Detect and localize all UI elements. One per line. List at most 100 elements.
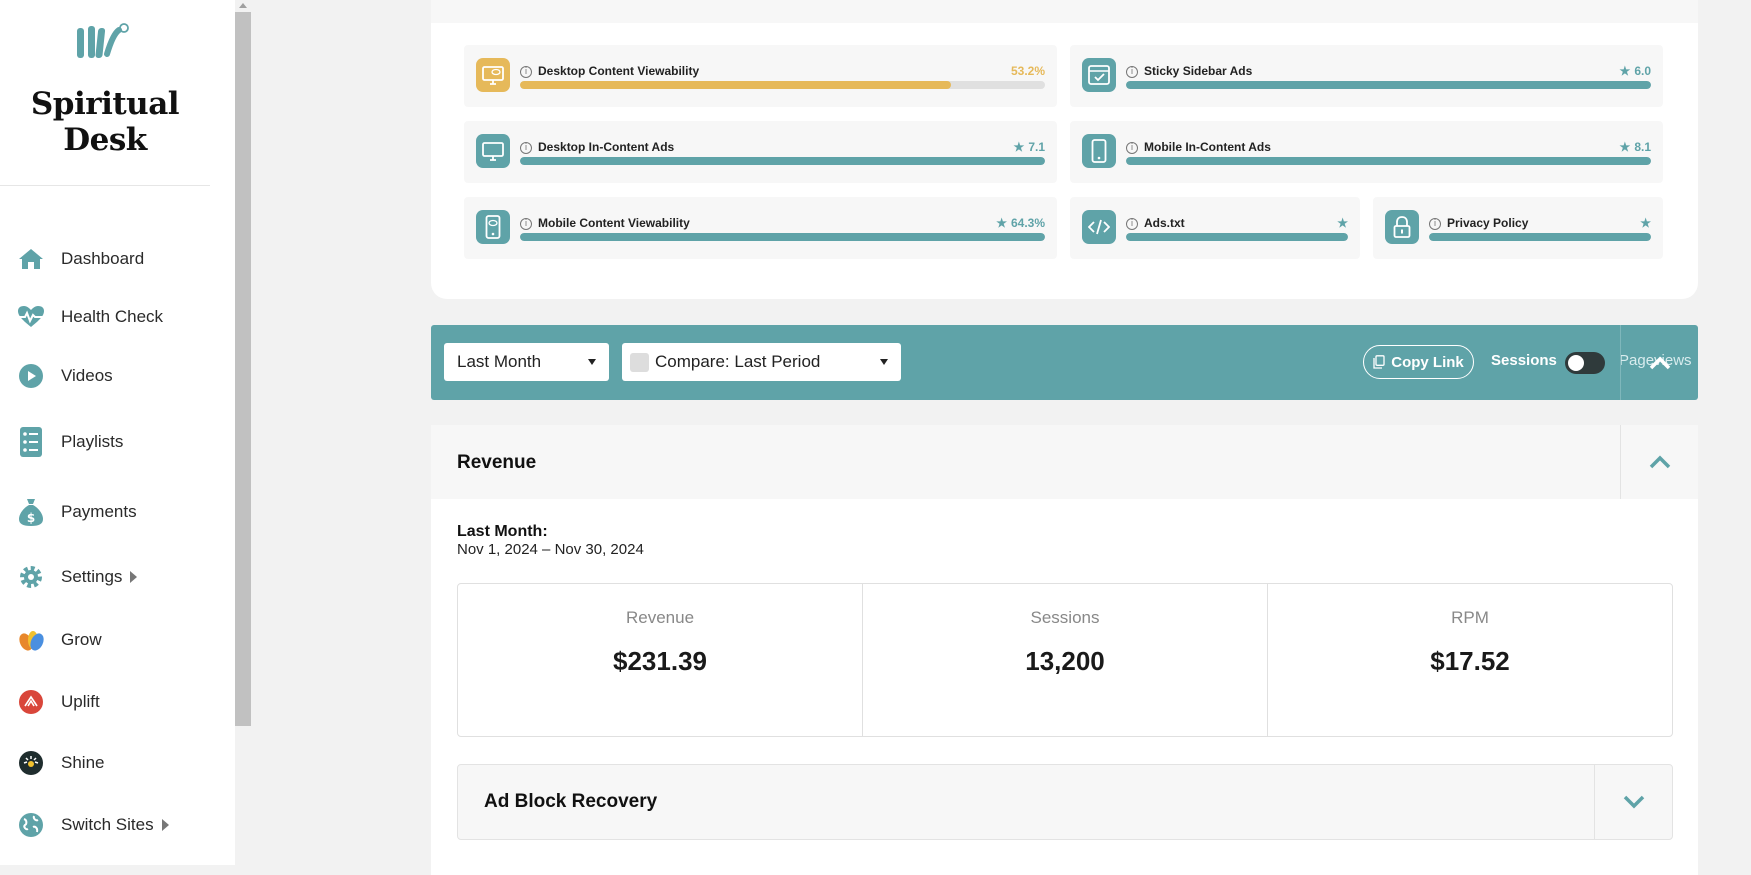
ad-block-recovery-panel[interactable]: Ad Block Recovery — [457, 764, 1673, 840]
health-check-item[interactable]: i Privacy Policy ★ — [1373, 197, 1663, 259]
sidebar-item-switch-sites[interactable]: Switch Sites — [16, 810, 169, 840]
score-value: 64.3% — [1010, 216, 1045, 230]
progress-bar — [1126, 233, 1348, 241]
copy-icon — [1373, 355, 1385, 369]
health-check-name: Mobile Content Viewability — [538, 216, 690, 230]
progress-fill — [1429, 233, 1651, 241]
info-icon[interactable]: i — [1126, 142, 1138, 154]
star-icon: ★ — [1619, 64, 1631, 78]
home-icon — [16, 244, 46, 274]
sidebar-item-playlists[interactable]: Playlists — [16, 427, 123, 457]
info-icon[interactable]: i — [520, 66, 532, 78]
code-icon — [1082, 210, 1116, 244]
sidebar-item-label: Settings — [61, 567, 123, 586]
heartbeat-icon — [16, 302, 46, 332]
progress-bar — [1126, 81, 1651, 89]
main-content: i Desktop Content Viewability 53.2% i St… — [251, 0, 1751, 875]
stat-rpm: RPM $17.52 — [1268, 584, 1672, 736]
progress-bar — [1126, 157, 1651, 165]
progress-bar — [520, 233, 1045, 241]
score-value: 53.2% — [1010, 64, 1045, 78]
health-check-name: Sticky Sidebar Ads — [1144, 64, 1253, 78]
stat-value: $17.52 — [1430, 646, 1510, 676]
health-check-item[interactable]: i Sticky Sidebar Ads ★ 6.0 — [1070, 45, 1663, 107]
star-icon: ★ — [1013, 140, 1025, 154]
health-check-name: Ads.txt — [1144, 216, 1185, 230]
health-check-item[interactable]: i Desktop Content Viewability 53.2% — [464, 45, 1057, 107]
scroll-up-arrow-icon[interactable] — [239, 3, 247, 8]
progress-fill — [1126, 157, 1651, 165]
brand-name-line2: Desk — [63, 122, 147, 158]
sidebar-scrollbar[interactable] — [235, 0, 251, 865]
scrollbar-thumb[interactable] — [235, 12, 251, 726]
revenue-card: Revenue Last Month: Nov 1, 2024 – Nov 30… — [431, 425, 1698, 875]
info-icon[interactable]: i — [1126, 218, 1138, 230]
lock-icon — [1385, 210, 1419, 244]
sidebar-item-label: Grow — [61, 630, 102, 649]
sidebar-item-label: Switch Sites — [61, 815, 154, 834]
brand-name-line1: Spiritual — [30, 86, 180, 122]
revenue-stats: Revenue $231.39 Sessions 13,200 RPM $17.… — [457, 583, 1673, 737]
health-check-item[interactable]: i Mobile In-Content Ads ★ 8.1 — [1070, 121, 1663, 183]
revenue-header: Revenue — [431, 425, 1698, 499]
compare-checkbox[interactable] — [630, 352, 649, 372]
brand-name: Spiritual Desk — [0, 86, 210, 158]
health-check-name: Desktop Content Viewability — [538, 64, 700, 78]
info-icon[interactable]: i — [1429, 218, 1441, 230]
sidebar-item-shine[interactable]: Shine — [16, 748, 104, 778]
progress-bar — [1429, 233, 1651, 241]
monitor-eye-icon — [476, 58, 510, 92]
sidebar-item-label: Videos — [61, 366, 113, 385]
play-icon — [16, 361, 46, 391]
mobile-eye-icon — [476, 210, 510, 244]
sessions-pageviews-toggle[interactable] — [1565, 352, 1605, 374]
copy-link-label: Copy Link — [1391, 353, 1464, 371]
health-check-item[interactable]: i Mobile Content Viewability ★ 64.3% — [464, 197, 1057, 259]
money-bag-icon: $ — [16, 497, 46, 527]
info-icon[interactable]: i — [520, 142, 532, 154]
copy-link-button[interactable]: Copy Link — [1363, 345, 1474, 379]
compare-select[interactable]: Compare: Last Period — [622, 343, 901, 381]
chevron-up-icon — [1649, 356, 1670, 369]
grow-logo-icon — [16, 625, 46, 655]
progress-fill — [520, 157, 1045, 165]
stat-label: RPM — [1451, 608, 1489, 627]
filter-toolbar: Last Month Compare: Last Period Copy Lin… — [431, 325, 1698, 400]
shine-logo-icon — [16, 748, 46, 778]
progress-fill — [520, 233, 1045, 241]
chevron-right-icon — [161, 819, 169, 831]
health-check-item[interactable]: i Ads.txt ★ — [1070, 197, 1360, 259]
progress-fill — [1126, 81, 1651, 89]
score-value: 8.1 — [1634, 140, 1651, 154]
sidebar-item-label: Playlists — [61, 432, 124, 451]
sidebar-item-grow[interactable]: Grow — [16, 625, 102, 655]
sidebar-item-settings[interactable]: Settings — [16, 562, 138, 592]
uplift-logo-icon — [16, 687, 46, 717]
gear-icon — [16, 562, 46, 592]
toggle-label-sessions: Sessions — [1491, 352, 1557, 369]
sidebar-item-videos[interactable]: Videos — [16, 361, 113, 391]
sidebar-item-health-check[interactable]: Health Check — [16, 302, 163, 332]
revenue-collapse-button[interactable] — [1620, 425, 1698, 499]
info-icon[interactable]: i — [520, 218, 532, 230]
list-icon — [16, 427, 46, 457]
stat-sessions: Sessions 13,200 — [863, 584, 1268, 736]
health-check-score: 53.2% — [1011, 64, 1045, 78]
info-icon[interactable]: i — [1126, 66, 1138, 78]
health-check-item[interactable]: i Desktop In-Content Ads ★ 7.1 — [464, 121, 1057, 183]
toolbar-collapse-button[interactable] — [1620, 325, 1698, 400]
stat-label: Revenue — [625, 608, 695, 627]
sidebar-item-payments[interactable]: $ Payments — [16, 497, 137, 527]
sidebar-item-label: Dashboard — [61, 249, 145, 268]
star-icon: ★ — [1640, 216, 1651, 230]
date-range-select[interactable]: Last Month — [444, 343, 609, 381]
score-value: 7.1 — [1028, 140, 1045, 154]
period-range: Nov 1, 2024 – Nov 30, 2024 — [457, 541, 644, 558]
chevron-up-icon — [1649, 455, 1670, 469]
star-icon: ★ — [1337, 216, 1348, 230]
sidebar-item-uplift[interactable]: Uplift — [16, 687, 100, 717]
logo[interactable]: Spiritual Desk — [0, 0, 210, 186]
health-check-score: ★ 6.0 — [1620, 64, 1651, 78]
sidebar-item-dashboard[interactable]: Dashboard — [16, 244, 144, 274]
ad-block-expand-button[interactable] — [1594, 765, 1672, 839]
